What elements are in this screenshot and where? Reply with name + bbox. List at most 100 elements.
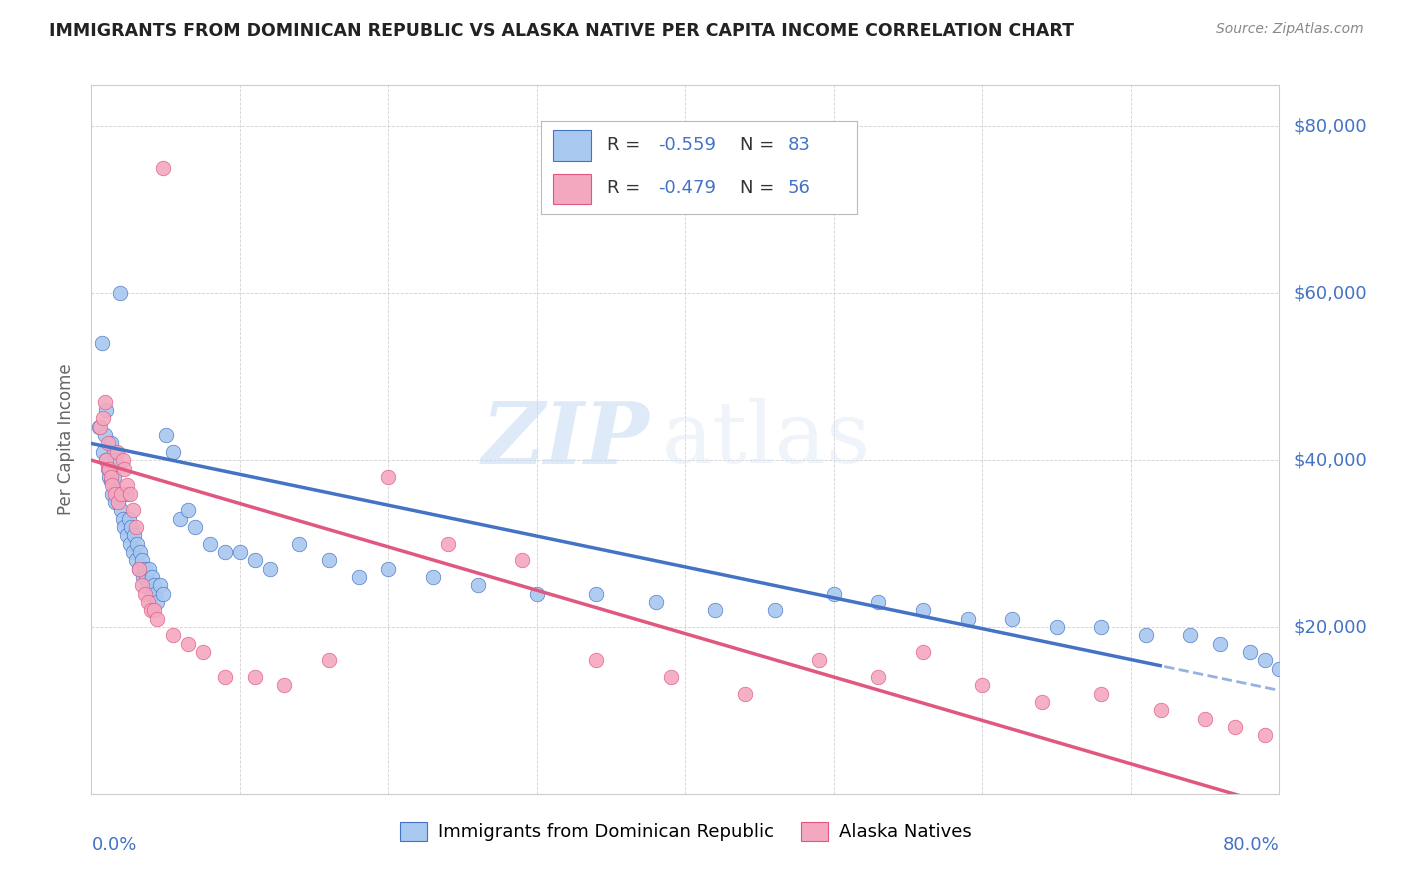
Point	[91, 411, 114, 425]
Point	[162, 628, 184, 642]
Point	[1135, 628, 1157, 642]
Point	[1194, 712, 1216, 726]
Point	[96, 403, 118, 417]
Point	[1268, 662, 1291, 676]
Point	[377, 561, 399, 575]
Point	[134, 587, 156, 601]
Point	[467, 578, 489, 592]
Point	[98, 470, 121, 484]
Text: 83: 83	[787, 136, 810, 154]
Point	[96, 453, 118, 467]
Text: -0.559: -0.559	[658, 136, 716, 154]
Point	[135, 570, 157, 584]
Point	[105, 445, 128, 459]
Point	[318, 553, 340, 567]
Point	[103, 445, 125, 459]
Point	[110, 503, 132, 517]
Point	[1090, 687, 1112, 701]
Point	[118, 536, 141, 550]
Point	[96, 453, 118, 467]
Point	[90, 336, 112, 351]
Point	[1327, 695, 1350, 709]
Point	[1209, 637, 1232, 651]
Point	[101, 486, 124, 500]
Legend: Immigrants from Dominican Republic, Alaska Natives: Immigrants from Dominican Republic, Alas…	[392, 815, 979, 848]
Point	[145, 595, 167, 609]
Point	[1298, 745, 1320, 759]
Point	[1298, 678, 1320, 692]
Point	[138, 561, 160, 575]
Point	[704, 603, 727, 617]
Text: atlas: atlas	[662, 398, 870, 481]
Point	[100, 474, 122, 488]
Point	[94, 394, 117, 409]
Point	[136, 595, 159, 609]
Point	[229, 545, 252, 559]
Point	[911, 645, 934, 659]
Text: R =: R =	[607, 136, 647, 154]
Point	[1223, 720, 1246, 734]
Point	[585, 653, 607, 667]
Point	[184, 520, 207, 534]
Point	[243, 553, 266, 567]
Text: N =: N =	[740, 179, 780, 197]
Point	[585, 587, 607, 601]
Text: -0.479: -0.479	[658, 179, 716, 197]
Point	[734, 687, 756, 701]
Point	[141, 570, 163, 584]
Point	[89, 419, 111, 434]
Point	[107, 495, 129, 509]
Point	[1090, 620, 1112, 634]
Point	[243, 670, 266, 684]
Point	[97, 461, 120, 475]
Point	[1284, 670, 1306, 684]
Point	[422, 570, 444, 584]
Point	[145, 612, 167, 626]
Point	[114, 486, 136, 500]
Point	[124, 528, 146, 542]
Point	[191, 645, 214, 659]
Text: 80.0%: 80.0%	[1223, 837, 1279, 855]
Point	[1149, 703, 1171, 717]
Point	[121, 520, 143, 534]
Point	[128, 561, 150, 575]
Point	[128, 561, 150, 575]
Point	[288, 536, 311, 550]
Point	[214, 670, 236, 684]
Point	[763, 603, 786, 617]
Text: $40,000: $40,000	[1294, 451, 1367, 469]
Point	[143, 587, 166, 601]
Point	[200, 536, 222, 550]
Point	[134, 561, 156, 575]
Point	[129, 545, 152, 559]
FancyBboxPatch shape	[554, 130, 592, 161]
Point	[142, 603, 165, 617]
Point	[122, 545, 145, 559]
Point	[152, 161, 174, 176]
Point	[139, 603, 162, 617]
Text: $60,000: $60,000	[1294, 285, 1367, 302]
Point	[100, 436, 122, 450]
Point	[259, 561, 281, 575]
Point	[139, 587, 162, 601]
Point	[98, 461, 121, 475]
Point	[125, 553, 148, 567]
Point	[1253, 653, 1275, 667]
Point	[1313, 749, 1336, 764]
Point	[115, 478, 138, 492]
Point	[101, 478, 124, 492]
Point	[1001, 612, 1024, 626]
Point	[956, 612, 979, 626]
Point	[104, 453, 127, 467]
Text: IMMIGRANTS FROM DOMINICAN REPUBLIC VS ALASKA NATIVE PER CAPITA INCOME CORRELATIO: IMMIGRANTS FROM DOMINICAN REPUBLIC VS AL…	[49, 22, 1074, 40]
Point	[1327, 754, 1350, 768]
Text: 0.0%: 0.0%	[91, 837, 136, 855]
Point	[436, 536, 458, 550]
Text: ZIP: ZIP	[482, 398, 650, 481]
Point	[911, 603, 934, 617]
Point	[118, 486, 141, 500]
Text: $80,000: $80,000	[1294, 118, 1367, 136]
Point	[111, 511, 134, 525]
Point	[152, 587, 174, 601]
Y-axis label: Per Capita Income: Per Capita Income	[58, 364, 76, 515]
